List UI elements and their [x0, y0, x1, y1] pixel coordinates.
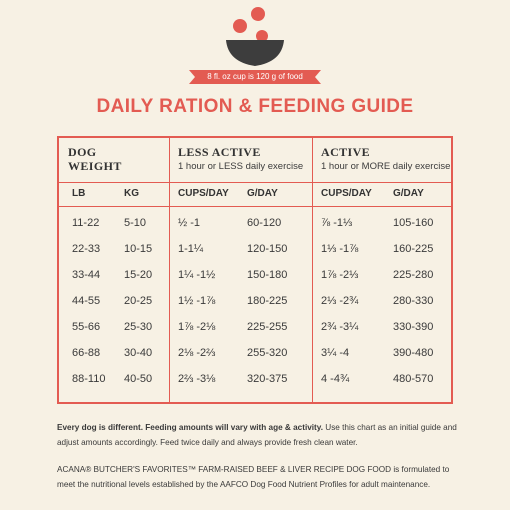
cell-cups-active: 2⅓ -2¾: [321, 295, 359, 307]
cell-grams-active: 280-330: [393, 295, 434, 307]
cell-kg: 20-25: [124, 295, 153, 307]
cell-cups-active: ⅞ -1⅓: [321, 217, 353, 229]
cell-cups-active: 4 -4¾: [321, 373, 350, 385]
table-divider: [169, 138, 170, 402]
cell-grams-less: 320-375: [247, 373, 288, 385]
food-piece: [251, 7, 265, 21]
cell-grams-active: 105-160: [393, 217, 434, 229]
active-subheader: 1 hour or MORE daily exercise: [321, 161, 451, 172]
feeding-table: DOG WEIGHT LESS ACTIVE 1 hour or LESS da…: [57, 136, 453, 404]
cell-grams-less: 60-120: [247, 217, 282, 229]
less-active-header: LESS ACTIVE: [178, 145, 261, 159]
cell-cups-less: 1-1¼: [178, 243, 204, 255]
cell-lb: 88-110: [72, 373, 106, 385]
cell-lb: 11-22: [72, 217, 100, 229]
page-title: DAILY RATION & FEEDING GUIDE: [96, 96, 414, 117]
dog-weight-header-line1: DOG: [68, 145, 97, 159]
cell-grams-less: 120-150: [247, 243, 288, 255]
cell-kg: 5-10: [124, 217, 147, 229]
cell-kg: 15-20: [124, 269, 153, 281]
cell-cups-less: 1¼ -1½: [178, 269, 216, 281]
cell-grams-active: 390-480: [393, 347, 434, 359]
cell-cups-active: 3¼ -4: [321, 347, 350, 359]
cell-lb: 44-55: [72, 295, 101, 307]
cell-cups-less: ½ -1: [178, 217, 201, 229]
food-piece: [233, 19, 247, 33]
product-footer: ACANA® BUTCHER'S FAVORITES™ FARM-RAISED …: [57, 465, 450, 489]
less-active-subheader: 1 hour or LESS daily exercise: [178, 161, 304, 172]
bowl-shape: [226, 40, 284, 66]
column-header-grams-less: G/DAY: [247, 188, 278, 199]
cell-grams-active: 160-225: [393, 243, 434, 255]
table-divider: [59, 182, 451, 183]
cell-lb: 33-44: [72, 269, 101, 281]
cell-grams-less: 150-180: [247, 269, 288, 281]
cell-grams-active: 330-390: [393, 321, 434, 333]
cell-lb: 55-66: [72, 321, 101, 333]
feeding-note: Every dog is different. Feeding amounts …: [57, 420, 457, 450]
cell-cups-active: 2¾ -3¼: [321, 321, 359, 333]
column-header-grams-active: G/DAY: [393, 188, 424, 199]
cell-kg: 10-15: [124, 243, 153, 255]
column-header-cups-less: CUPS/DAY: [178, 188, 229, 199]
column-header-lb: LB: [72, 188, 86, 199]
cell-cups-less: 1⅞ -2⅛: [178, 321, 216, 333]
cell-lb: 66-88: [72, 347, 101, 359]
cell-kg: 30-40: [124, 347, 153, 359]
cell-grams-less: 180-225: [247, 295, 288, 307]
cell-grams-active: 480-570: [393, 373, 434, 385]
cell-cups-less: 2⅔ -3⅛: [178, 373, 216, 385]
cell-lb: 22-33: [72, 243, 101, 255]
dog-weight-header-line2: WEIGHT: [68, 159, 122, 173]
feeding-note-bold: Every dog is different. Feeding amounts …: [57, 423, 324, 432]
cell-cups-less: 1½ -1⅞: [178, 295, 216, 307]
cup-size-ribbon: 8 fl. oz cup is 120 g of food: [189, 70, 321, 84]
column-header-kg: KG: [124, 188, 139, 199]
cell-grams-less: 225-255: [247, 321, 288, 333]
cell-cups-less: 2⅛ -2⅔: [178, 347, 216, 359]
table-divider: [59, 206, 451, 207]
cell-cups-active: 1⅓ -1⅞: [321, 243, 359, 255]
food-piece: [256, 30, 268, 42]
column-header-cups-active: CUPS/DAY: [321, 188, 372, 199]
cell-cups-active: 1⅞ -2⅓: [321, 269, 359, 281]
active-header: ACTIVE: [321, 145, 371, 159]
cell-grams-less: 255-320: [247, 347, 288, 359]
cell-grams-active: 225-280: [393, 269, 434, 281]
feeding-note-rest: Use this chart as an initial guide and a…: [57, 423, 457, 447]
cell-kg: 25-30: [124, 321, 153, 333]
table-divider: [312, 138, 313, 402]
food-bowl-icon: [226, 7, 284, 66]
cell-kg: 40-50: [124, 373, 153, 385]
